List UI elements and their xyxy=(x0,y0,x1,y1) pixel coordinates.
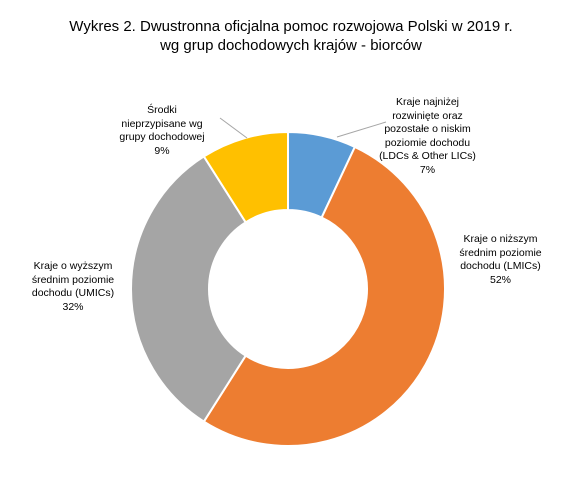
slice-unallocated xyxy=(202,130,289,224)
slice-lmics xyxy=(202,145,446,447)
data-label-unallocated: Środki nieprzypisane wg grupy dochodowej… xyxy=(119,104,205,157)
chart-title-line-1: Wykres 2. Dwustronna oficjalna pomoc roz… xyxy=(69,18,513,35)
leader-line-unallocated xyxy=(219,117,248,139)
data-label-lmics: Kraje o niższym średnim poziomie dochodu… xyxy=(459,233,542,286)
data-label-ldcs: Kraje najniżej rozwinięte oraz pozostałe… xyxy=(379,96,476,176)
data-label-umics: Kraje o wyższym średnim poziomie dochodu… xyxy=(31,260,115,313)
chart-title: Wykres 2. Dwustronna oficjalna pomoc roz… xyxy=(0,17,582,55)
chart-title-line-2: wg grup dochodowych krajów - biorców xyxy=(160,37,422,54)
slice-umics xyxy=(130,155,248,423)
leader-line-ldcs xyxy=(336,121,387,138)
